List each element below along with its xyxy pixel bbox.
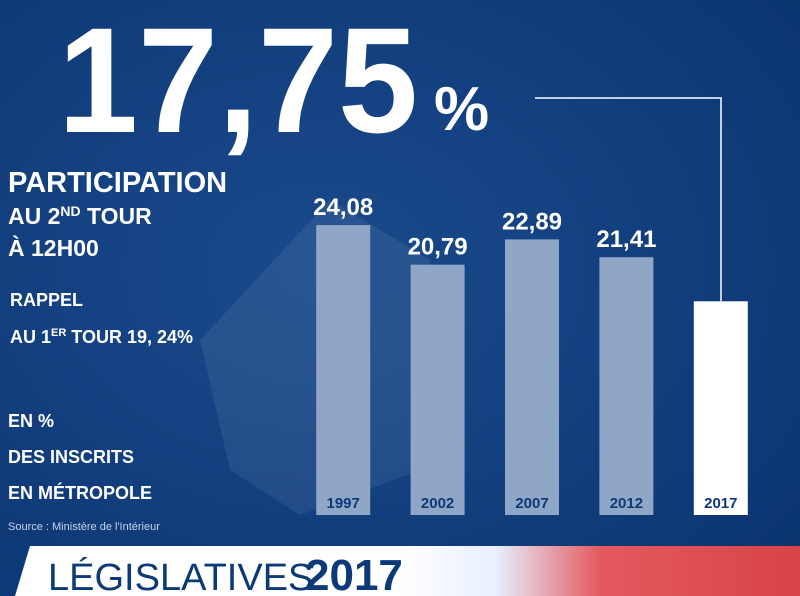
text-part: TOUR 19, 24%: [66, 327, 193, 347]
units-label: DES INSCRITS: [8, 447, 134, 467]
banner-accent: [0, 546, 30, 596]
banner: [0, 546, 800, 596]
headline-unit: %: [434, 75, 489, 144]
tour-label: AU 2ND TOUR: [8, 203, 152, 229]
x-tick-label: 2017: [704, 495, 737, 512]
participation-label: PARTICIPATION: [8, 167, 227, 199]
x-tick-label: 2012: [610, 495, 643, 512]
banner-title: LÉGISLATIVES: [48, 556, 313, 596]
bar: [505, 239, 559, 515]
units-label: EN MÉTROPOLE: [8, 482, 152, 503]
value-label: 24,08: [313, 194, 373, 221]
text-part: TOUR: [81, 203, 153, 229]
rappel-label: RAPPEL: [10, 290, 83, 310]
headline-value: 17,75: [58, 0, 418, 164]
x-tick-label: 1997: [327, 495, 360, 512]
text-part: AU 2: [8, 203, 60, 229]
x-tick-label: 2007: [515, 495, 548, 512]
superscript: ND: [60, 203, 80, 219]
connector-line: [535, 97, 722, 301]
superscript: ER: [51, 327, 66, 339]
units-label: EN %: [8, 411, 54, 431]
ballot-box-watermark: [200, 200, 430, 515]
source: Source : Ministère de l'Intérieur: [8, 521, 160, 533]
bar: [410, 264, 465, 515]
value-label: 20,79: [408, 234, 468, 261]
bar: [599, 257, 654, 515]
first-tour-label: AU 1ER TOUR 19, 24%: [10, 327, 193, 347]
x-tick-label: 2002: [421, 495, 454, 512]
time-label: À 12H00: [8, 234, 99, 261]
bar: [693, 301, 748, 515]
value-label: 22,89: [502, 208, 562, 235]
bar: [316, 225, 371, 516]
banner-year: 2017: [305, 551, 403, 596]
value-label: 21,41: [596, 226, 656, 253]
text-part: AU 1: [10, 327, 51, 347]
